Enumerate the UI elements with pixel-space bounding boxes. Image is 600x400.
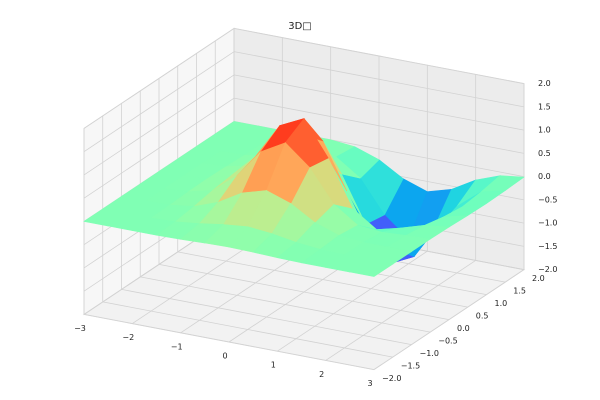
grid-line [83,314,375,370]
x-tick-label: −3 [74,324,86,333]
z-tick-label: −2.0 [538,265,557,274]
x-tick-label: 3 [367,379,372,388]
x-tick-label: 1 [271,361,276,370]
y-tick-label: 1.5 [513,287,526,296]
grid-line [83,28,235,129]
grid-line [83,97,235,199]
y-tick-label: −1.5 [401,362,420,371]
z-tick-label: 0.5 [538,149,551,158]
grid-line [140,276,431,333]
grid-line [233,28,525,84]
y-tick-label: −2.0 [382,374,401,383]
grid-line [233,51,525,108]
z-tick-label: −1.5 [538,242,557,251]
z-tick-label: 0.0 [538,172,551,181]
grid-line [83,74,235,176]
grid-line [233,74,525,131]
z-tick-label: 2.0 [538,79,551,88]
grid-line [158,264,450,320]
z-tick-label: −1.0 [538,219,557,228]
y-tick-label: 2.0 [532,274,545,283]
y-tick-label: −1.0 [420,349,439,358]
y-tick-label: 0.5 [476,312,489,321]
y-tick-label: 1.0 [495,299,508,308]
y-tick-label: 0.0 [457,324,470,333]
grid-line [102,301,393,358]
x-tick-label: 0 [222,352,227,361]
z-tick-label: −0.5 [538,195,557,204]
x-tick-label: 2 [319,370,324,379]
z-tick-label: 1.0 [538,126,551,135]
grid-line [177,251,468,308]
z-tick-label: 1.5 [538,102,551,111]
grid-line [83,51,235,152]
grid-line [121,289,412,345]
grid-line [233,97,525,154]
surface-patch [349,259,394,277]
x-tick-label: −1 [171,342,183,351]
x-tick-label: −2 [122,333,134,342]
y-tick-label: −0.5 [438,337,457,346]
chart-title: 3D□ [288,21,312,32]
